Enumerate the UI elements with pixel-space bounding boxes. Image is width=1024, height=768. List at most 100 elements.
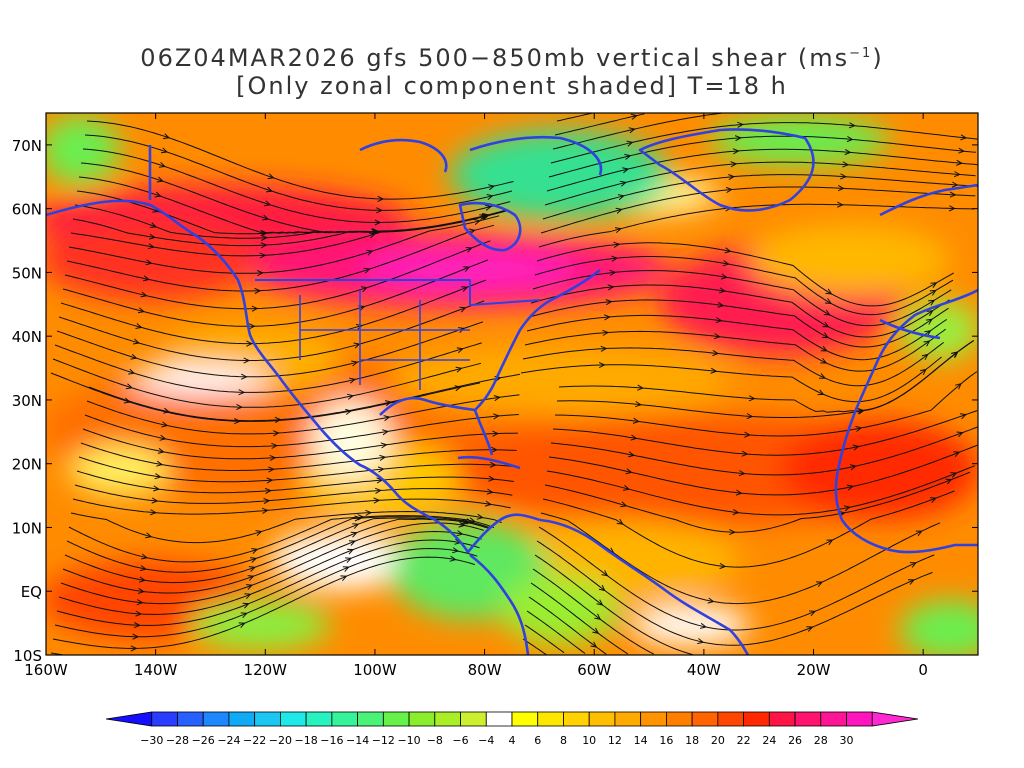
streamline bbox=[552, 113, 722, 150]
streamline-arrowhead bbox=[619, 180, 628, 187]
streamline bbox=[534, 554, 694, 655]
colorbar-label: −10 bbox=[397, 734, 420, 747]
streamline-arrowhead bbox=[142, 275, 151, 282]
lon-label: 120W bbox=[244, 661, 288, 679]
streamline-arrowhead bbox=[274, 416, 282, 424]
colorbar-swatch bbox=[691, 711, 719, 727]
streamline-arrowhead bbox=[852, 444, 860, 451]
streamline-arrowhead bbox=[699, 622, 708, 629]
coastlines bbox=[46, 128, 978, 655]
streamline-arrowhead bbox=[824, 298, 832, 304]
colorbar-label: −14 bbox=[346, 734, 369, 747]
streamline-arrowhead bbox=[133, 622, 141, 629]
streamline bbox=[82, 148, 511, 223]
streamline-arrowhead bbox=[926, 310, 934, 317]
streamline-arrowhead bbox=[244, 593, 252, 600]
streamline-arrowhead bbox=[493, 395, 501, 402]
streamline-arrowhead bbox=[161, 421, 169, 428]
streamline-arrowhead bbox=[956, 159, 963, 166]
streamline-arrowhead bbox=[630, 434, 638, 441]
streamline-arrowhead bbox=[243, 357, 251, 364]
streamline-arrowhead bbox=[153, 485, 161, 492]
streamline-arrowhead bbox=[729, 529, 736, 536]
streamline-arrowhead bbox=[159, 434, 167, 441]
streamline-arrowhead bbox=[374, 219, 382, 226]
streamline-arrowhead bbox=[843, 505, 851, 512]
streamline-arrowhead bbox=[737, 121, 745, 128]
streamline bbox=[530, 284, 950, 338]
streamline-arrowhead bbox=[951, 351, 959, 358]
streamline bbox=[52, 358, 482, 408]
streamline bbox=[64, 517, 489, 584]
colorbar-label: −30 bbox=[140, 734, 163, 747]
streamline bbox=[88, 373, 521, 422]
streamline-arrowhead bbox=[820, 345, 828, 352]
colorbar-label: 20 bbox=[711, 734, 725, 747]
colorbar-label: −6 bbox=[452, 734, 468, 747]
streamline-arrowhead bbox=[605, 299, 613, 306]
streamline-arrowhead bbox=[488, 184, 496, 191]
streamline-arrowhead bbox=[488, 475, 496, 482]
streamline bbox=[84, 414, 519, 448]
streamline bbox=[52, 556, 475, 649]
colorbar-label: 14 bbox=[634, 734, 648, 747]
lat-label: 20N bbox=[12, 456, 42, 474]
streamline bbox=[528, 596, 607, 655]
streamline-arrowhead bbox=[607, 284, 615, 291]
lat-label: EQ bbox=[21, 583, 42, 601]
streamline-arrowhead bbox=[958, 147, 966, 154]
colorbar-label: −12 bbox=[372, 734, 395, 747]
streamline-arrowhead bbox=[366, 249, 374, 256]
streamline-arrowhead bbox=[842, 161, 850, 168]
streamline-arrowhead bbox=[816, 581, 824, 588]
streamline bbox=[62, 518, 486, 594]
streamline-arrowhead bbox=[614, 227, 623, 233]
streamline-arrowhead bbox=[945, 478, 953, 485]
streamline-arrowhead bbox=[363, 267, 371, 274]
streamline-arrowhead bbox=[609, 269, 617, 276]
streamline-arrowhead bbox=[930, 282, 938, 288]
streamline-arrowhead bbox=[160, 147, 169, 154]
streamline-arrowhead bbox=[156, 176, 164, 183]
streamline-arrowhead bbox=[347, 548, 355, 555]
lon-label: 160W bbox=[24, 661, 68, 679]
streamline bbox=[54, 342, 482, 393]
streamline-arrowhead bbox=[236, 403, 243, 411]
streamline-arrowhead bbox=[722, 260, 730, 267]
streamline-arrowhead bbox=[924, 330, 932, 337]
streamline bbox=[546, 465, 976, 516]
streamline-arrowhead bbox=[460, 518, 468, 525]
colorbar-swatch bbox=[202, 711, 230, 727]
colorbar-swatch bbox=[151, 711, 178, 727]
streamline-arrowhead bbox=[907, 579, 916, 585]
streamline-arrowhead bbox=[342, 566, 350, 572]
streamline-arrowhead bbox=[837, 185, 845, 192]
lon-label: 100W bbox=[353, 661, 397, 679]
streamline-arrowhead bbox=[260, 230, 268, 237]
wind-streamlines bbox=[50, 113, 978, 655]
streamline bbox=[534, 256, 954, 316]
streamline-arrowhead bbox=[382, 429, 390, 436]
streamline-arrowhead bbox=[848, 122, 856, 129]
streamline-arrowhead bbox=[611, 255, 619, 262]
streamline-arrowhead bbox=[128, 368, 136, 375]
streamline-arrowhead bbox=[615, 207, 623, 214]
streamline-arrowhead bbox=[137, 587, 145, 594]
streamline-arrowhead bbox=[822, 321, 830, 328]
streamline-arrowhead bbox=[154, 473, 162, 480]
streamline bbox=[536, 242, 955, 307]
streamline-arrowhead bbox=[594, 613, 602, 620]
streamline-arrowhead bbox=[264, 200, 272, 207]
streamline-arrowhead bbox=[158, 161, 166, 168]
streamline-arrowhead bbox=[456, 347, 464, 354]
streamline-arrowhead bbox=[135, 323, 143, 329]
colorbar-swatch bbox=[640, 711, 667, 727]
streamline-arrowhead bbox=[836, 201, 844, 208]
streamline bbox=[64, 240, 491, 310]
lon-label: 40W bbox=[687, 661, 721, 679]
streamline bbox=[76, 470, 514, 494]
colorbar-label: −8 bbox=[427, 734, 443, 747]
colorbar-label: 6 bbox=[534, 734, 541, 747]
streamline bbox=[544, 471, 971, 533]
streamline-arrowhead bbox=[734, 135, 742, 142]
